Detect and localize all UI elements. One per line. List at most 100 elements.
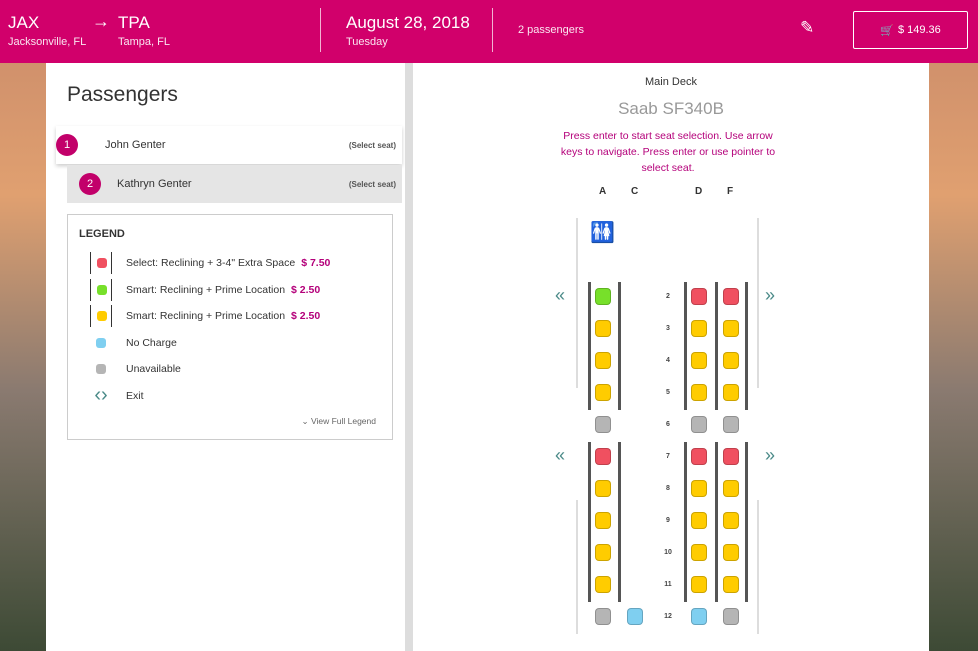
legend-price: $ 7.50: [301, 257, 331, 269]
cart-icon: 🛒: [880, 24, 894, 37]
legend-label: Exit: [126, 389, 144, 402]
seat-icon: [90, 252, 112, 274]
seat-9a[interactable]: [595, 512, 611, 529]
seat-2a[interactable]: [595, 288, 611, 305]
chevron-down-icon: ⌄: [301, 416, 311, 426]
seat-icon: [90, 358, 112, 380]
legend-item: ‹› Exit: [90, 385, 144, 407]
seat-12f: [723, 608, 739, 625]
passenger-name: John Genter: [105, 139, 166, 151]
select-seat-link[interactable]: (Select seat): [348, 179, 396, 189]
exit-right-icon[interactable]: »: [765, 445, 776, 465]
pencil-icon[interactable]: ✎: [800, 18, 815, 37]
row-number: 2: [666, 293, 670, 300]
passenger-count: 2 passengers: [518, 24, 585, 36]
seat-11d[interactable]: [691, 576, 707, 593]
cart-button[interactable]: 🛒 $ 149.36: [853, 11, 968, 49]
passenger-name: Kathryn Genter: [117, 178, 192, 190]
seat-7d[interactable]: [691, 448, 707, 465]
seat-6a: [595, 416, 611, 433]
fuselage-right: [757, 218, 759, 388]
legend-item: Smart: Reclining + Prime Location $ 2.50: [90, 305, 320, 327]
seat-3a[interactable]: [595, 320, 611, 337]
seat-8a[interactable]: [595, 480, 611, 497]
instructions: Press enter to start seat selection. Use…: [560, 130, 776, 174]
column-label-c: C: [631, 186, 639, 197]
seat-11a[interactable]: [595, 576, 611, 593]
row-number: 12: [664, 613, 672, 620]
seat-9f[interactable]: [723, 512, 739, 529]
seat-12a: [595, 608, 611, 625]
column-label-d: D: [695, 186, 703, 197]
seat-divider: [745, 442, 748, 602]
passengers-panel: Passengers 1 John Genter (Select seat) 2…: [46, 63, 405, 651]
passenger-item-2[interactable]: 2 Kathryn Genter (Select seat): [67, 165, 402, 203]
seat-10f[interactable]: [723, 544, 739, 561]
aircraft-name: Saab SF340B: [618, 99, 724, 118]
seat-12c[interactable]: [627, 608, 643, 625]
legend-label: No Charge: [126, 336, 177, 349]
divider: [492, 8, 493, 52]
seat-5d[interactable]: [691, 384, 707, 401]
passenger-item-1[interactable]: 1 John Genter (Select seat): [56, 126, 402, 164]
seat-icon: [90, 332, 112, 354]
seat-icon: [90, 278, 112, 301]
seat-4a[interactable]: [595, 352, 611, 369]
dest-code: TPA: [118, 13, 150, 32]
seat-4d[interactable]: [691, 352, 707, 369]
seat-divider: [588, 442, 591, 602]
seat-10d[interactable]: [691, 544, 707, 561]
legend-price: $ 2.50: [291, 310, 321, 322]
fuselage-right: [757, 500, 759, 634]
seat-7f[interactable]: [723, 448, 739, 465]
seat-6d: [691, 416, 707, 433]
seat-divider: [684, 442, 687, 602]
exit-right-icon[interactable]: »: [765, 285, 776, 305]
exit-left-icon[interactable]: «: [555, 445, 566, 465]
seat-divider: [618, 282, 621, 410]
seat-3d[interactable]: [691, 320, 707, 337]
seat-8f[interactable]: [723, 480, 739, 497]
seat-map-panel: Main Deck Saab SF340B Press enter to sta…: [413, 63, 929, 651]
seat-8d[interactable]: [691, 480, 707, 497]
passenger-number: 1: [56, 134, 78, 156]
row-number: 10: [664, 549, 672, 556]
legend-label: Smart: Reclining + Prime Location: [126, 310, 286, 322]
seat-icon: [90, 305, 112, 327]
seat-2d[interactable]: [691, 288, 707, 305]
seat-11f[interactable]: [723, 576, 739, 593]
seat-2f[interactable]: [723, 288, 739, 305]
seat-3f[interactable]: [723, 320, 739, 337]
legend-label: Select: Reclining + 3-4" Extra Space: [126, 257, 296, 269]
legend-label: Unavailable: [126, 363, 181, 375]
seat-10a[interactable]: [595, 544, 611, 561]
column-label-a: A: [599, 186, 607, 197]
seat-4f[interactable]: [723, 352, 739, 369]
seat-divider: [745, 282, 748, 410]
row-number: 6: [666, 421, 670, 428]
panel-divider: [405, 63, 413, 651]
passenger-number: 2: [79, 173, 101, 195]
seat-12d[interactable]: [691, 608, 707, 625]
seat-divider: [684, 282, 687, 410]
column-label-f: F: [727, 186, 734, 197]
panel-title: Passengers: [67, 83, 178, 106]
cart-total: $ 149.36: [897, 24, 941, 36]
legend-item: Unavailable: [90, 358, 181, 380]
fuselage-left: [576, 218, 578, 388]
seat-5f[interactable]: [723, 384, 739, 401]
seat-5a[interactable]: [595, 384, 611, 401]
view-full-legend-link[interactable]: ⌄ View Full Legend: [301, 416, 376, 426]
seat-9d[interactable]: [691, 512, 707, 529]
seat-7a[interactable]: [595, 448, 611, 465]
row-number: 7: [666, 453, 670, 460]
row-number: 8: [666, 485, 670, 492]
row-number: 9: [666, 517, 670, 524]
row-number: 5: [666, 389, 670, 396]
seat-divider: [588, 282, 591, 410]
dest-city: Tampa, FL: [118, 36, 170, 48]
seat-6f: [723, 416, 739, 433]
exit-left-icon[interactable]: «: [555, 285, 566, 305]
legend-item: Select: Reclining + 3-4" Extra Space $ 7.…: [90, 252, 330, 274]
select-seat-link[interactable]: (Select seat): [348, 140, 396, 150]
